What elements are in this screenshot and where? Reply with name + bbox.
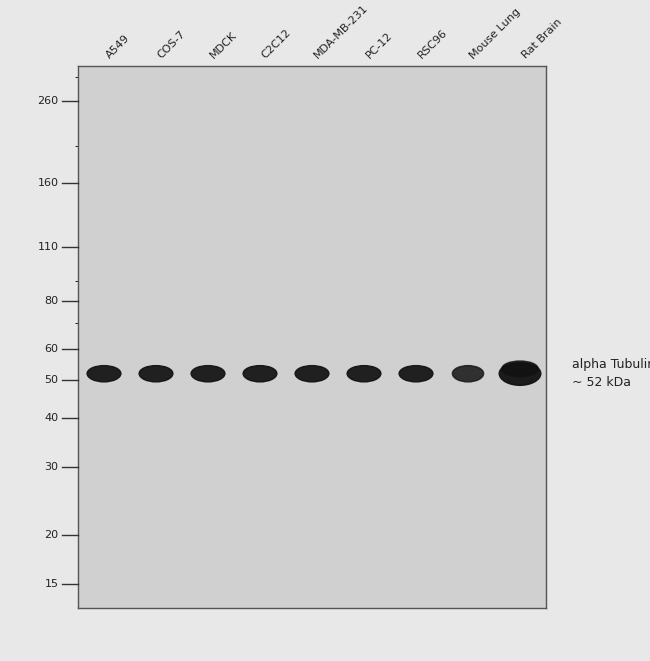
Text: 30: 30 [44, 461, 58, 472]
Ellipse shape [87, 366, 121, 382]
Ellipse shape [243, 366, 277, 382]
Text: 260: 260 [38, 97, 58, 106]
Text: 15: 15 [44, 579, 58, 589]
Text: 50: 50 [44, 375, 58, 385]
Text: COS-7: COS-7 [156, 29, 188, 61]
Text: 60: 60 [44, 344, 58, 354]
Ellipse shape [347, 366, 381, 382]
Ellipse shape [399, 366, 433, 382]
Ellipse shape [452, 366, 484, 382]
Text: 110: 110 [38, 242, 58, 252]
Text: C2C12: C2C12 [260, 28, 293, 61]
Text: 80: 80 [44, 295, 58, 305]
Text: 20: 20 [44, 530, 58, 540]
Text: Rat Brain: Rat Brain [520, 17, 564, 61]
Ellipse shape [502, 361, 538, 377]
Text: alpha Tubulin
~ 52 kDa: alpha Tubulin ~ 52 kDa [572, 358, 650, 389]
Ellipse shape [295, 366, 329, 382]
Text: PC-12: PC-12 [364, 31, 394, 61]
Text: MDCK: MDCK [208, 30, 239, 61]
Text: Mouse Lung: Mouse Lung [468, 7, 523, 61]
Text: RSC96: RSC96 [416, 28, 449, 61]
Ellipse shape [191, 366, 225, 382]
Text: A549: A549 [104, 34, 131, 61]
Text: 40: 40 [44, 413, 58, 423]
Ellipse shape [499, 362, 541, 385]
Text: MDA-MB-231: MDA-MB-231 [312, 3, 370, 61]
Text: 160: 160 [38, 178, 58, 188]
Ellipse shape [139, 366, 173, 382]
